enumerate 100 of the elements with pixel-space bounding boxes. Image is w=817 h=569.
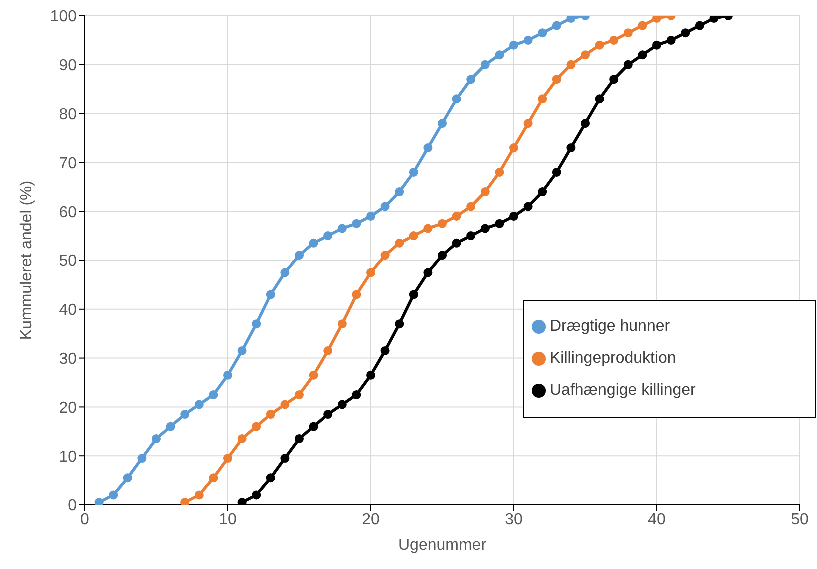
point [266, 410, 276, 420]
point [466, 202, 476, 212]
point [666, 36, 676, 45]
point [366, 370, 376, 380]
point [180, 410, 190, 420]
point [295, 390, 304, 400]
point [266, 290, 276, 300]
point [338, 320, 347, 329]
point [581, 50, 590, 60]
point [480, 188, 490, 197]
point [395, 238, 404, 248]
point [610, 36, 619, 45]
x-tick-label: 50 [791, 511, 809, 528]
x-tick-label: 0 [80, 511, 90, 528]
point [338, 224, 347, 234]
point [209, 474, 218, 483]
point [638, 21, 648, 30]
point [409, 232, 418, 241]
point [295, 251, 304, 260]
point [595, 40, 604, 50]
point [424, 268, 433, 278]
y-axis-title: Kummuleret andel (%) [18, 180, 36, 340]
point [510, 40, 518, 50]
point [94, 498, 104, 505]
point [166, 422, 176, 432]
point [352, 219, 362, 228]
point [538, 188, 548, 197]
point [224, 454, 232, 464]
point [552, 21, 562, 30]
point [366, 212, 376, 221]
point [466, 75, 476, 84]
point [280, 454, 290, 464]
x-tick-label: 10 [219, 511, 237, 528]
point [280, 268, 290, 278]
legend-label: Killingeproduktion [550, 350, 676, 367]
point [452, 212, 462, 221]
point [123, 474, 132, 483]
point [438, 119, 447, 128]
y-tick-label: 90 [59, 58, 78, 75]
point [280, 400, 290, 410]
point [395, 320, 404, 329]
point [538, 94, 548, 104]
y-tick-label: 60 [59, 204, 78, 222]
point [466, 232, 476, 241]
point [238, 434, 247, 444]
point [566, 16, 576, 23]
point [209, 390, 218, 400]
point [624, 60, 633, 70]
y-tick-label: 80 [59, 106, 78, 124]
point [409, 290, 418, 300]
point [266, 474, 276, 483]
point [366, 268, 376, 278]
point [424, 144, 433, 153]
point [438, 219, 447, 228]
point [238, 498, 247, 505]
legend-label: Drægtige hunner [550, 318, 670, 335]
point [524, 119, 533, 128]
point [138, 454, 147, 464]
point [581, 119, 590, 128]
point [395, 188, 404, 197]
point [309, 422, 318, 432]
x-tick-label: 40 [648, 511, 666, 528]
legend-label: Uafhængige killinger [550, 382, 696, 399]
point [309, 370, 318, 380]
point [610, 75, 619, 84]
point [552, 75, 562, 84]
point [480, 224, 490, 234]
point [194, 490, 204, 500]
point [495, 168, 504, 177]
point [424, 224, 433, 234]
point [510, 212, 518, 221]
point [152, 434, 161, 444]
point [552, 168, 562, 177]
x-axis-title: Ugenummer [398, 537, 488, 554]
point [624, 28, 633, 38]
y-tick-label: 70 [59, 155, 78, 172]
x-tick-label: 30 [505, 511, 523, 528]
point [324, 232, 333, 241]
point [566, 60, 576, 70]
point [409, 168, 418, 177]
point [109, 490, 118, 500]
point [224, 370, 232, 380]
point [695, 21, 704, 30]
y-tick-label: 30 [59, 350, 78, 368]
point [309, 238, 318, 248]
point [194, 400, 204, 410]
point [524, 36, 533, 45]
point [352, 390, 362, 400]
y-tick-label: 10 [59, 448, 78, 466]
y-tick-label: 40 [59, 302, 78, 320]
point [238, 346, 247, 356]
point [652, 16, 662, 23]
point [495, 50, 504, 60]
point [180, 498, 190, 505]
x-tick-label: 20 [362, 511, 380, 528]
point [638, 50, 648, 60]
point [380, 346, 390, 356]
point [480, 60, 490, 70]
point [324, 410, 333, 420]
point [252, 490, 262, 500]
